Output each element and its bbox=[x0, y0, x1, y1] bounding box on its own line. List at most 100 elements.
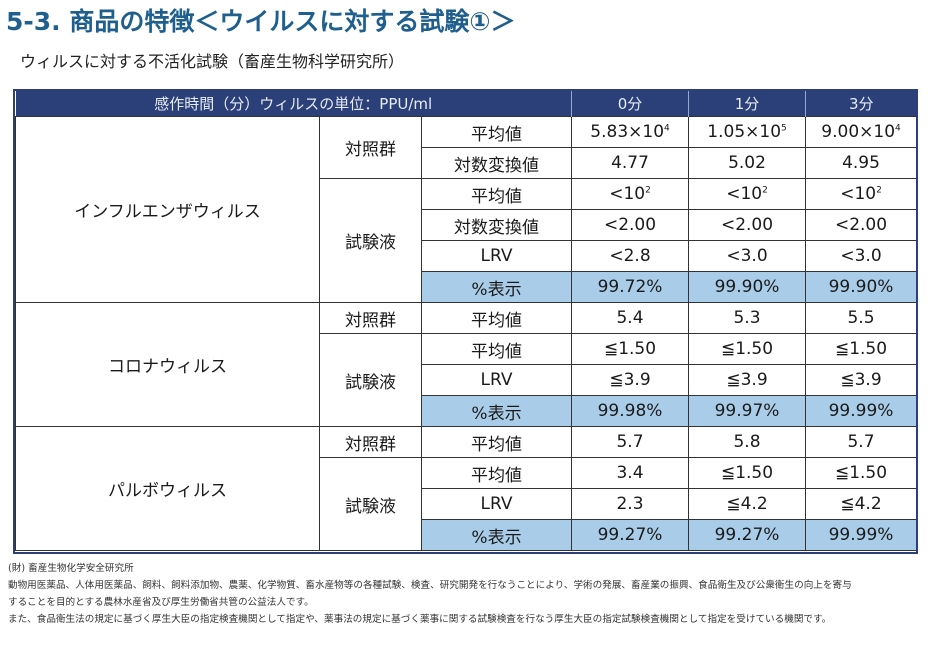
value-cell: <102 bbox=[571, 178, 690, 210]
header-time-0: 0分 bbox=[571, 91, 690, 117]
row-label: 対数変換値 bbox=[420, 209, 573, 241]
virus-name: コロナウィルス bbox=[15, 302, 320, 427]
table-row: %表示 99.27% 99.27% 99.99% bbox=[16, 519, 918, 551]
value-cell: 99.27% bbox=[571, 519, 690, 551]
value-text: 5.02 bbox=[728, 153, 766, 173]
header-time-1: 1分 bbox=[688, 91, 807, 117]
value-exponent: 2 bbox=[645, 185, 651, 196]
value-text: 99.90% bbox=[714, 277, 780, 297]
value-cell: ≦1.50 bbox=[688, 333, 807, 365]
value-text: 99.98% bbox=[597, 401, 663, 421]
value-text: ≦3.9 bbox=[840, 370, 882, 390]
value-text: ≦1.50 bbox=[720, 463, 774, 483]
row-label: LRV bbox=[420, 364, 573, 396]
value-text: 99.99% bbox=[828, 401, 894, 421]
row-label: 平均値 bbox=[420, 333, 573, 365]
value-text: ≦3.9 bbox=[726, 370, 768, 390]
row-label: 平均値 bbox=[420, 178, 573, 210]
table-row: LRV <2.8 <3.0 <3.0 bbox=[16, 240, 918, 272]
value-exponent: 2 bbox=[876, 185, 882, 196]
value-cell: 99.27% bbox=[688, 519, 807, 551]
value-cell: <3.0 bbox=[688, 240, 807, 272]
value-cell: ≦3.9 bbox=[805, 364, 918, 396]
table-row: LRV 2.3 ≦4.2 ≦4.2 bbox=[16, 488, 918, 520]
value-text: ≦1.50 bbox=[834, 463, 888, 483]
virus-name: インフルエンザウィルス bbox=[15, 116, 320, 303]
value-cell: ≦4.2 bbox=[805, 488, 918, 520]
group-name: 対照群 bbox=[319, 302, 422, 334]
table-row: LRV ≦3.9 ≦3.9 ≦3.9 bbox=[16, 364, 918, 396]
value-cell: <2.00 bbox=[688, 209, 807, 241]
value-cell: 5.5 bbox=[805, 302, 918, 334]
value-text: <2.8 bbox=[609, 246, 651, 266]
value-text: 5.7 bbox=[616, 432, 644, 452]
value-text: 99.90% bbox=[828, 277, 894, 297]
table-row: 試験液 平均値 ≦1.50 ≦1.50 ≦1.50 bbox=[16, 333, 918, 427]
row-label: %表示 bbox=[420, 519, 573, 551]
value-cell: 99.98% bbox=[571, 395, 690, 427]
value-text: ≦1.50 bbox=[603, 339, 657, 359]
value-exponent: 4 bbox=[664, 123, 670, 134]
value-text: 5.83×10 bbox=[590, 122, 665, 142]
value-cell: <2.00 bbox=[571, 209, 690, 241]
value-text: ≦1.50 bbox=[834, 339, 888, 359]
value-text: 2.3 bbox=[616, 494, 644, 514]
virus-test-table: 感作時間（分）ウィルスの単位：PPU/ml 0分 1分 3分 インフルエンザウィ… bbox=[15, 91, 918, 551]
group-name: 対照群 bbox=[319, 116, 422, 179]
table-row: 試験液 平均値 <102 <102 <102 bbox=[16, 178, 918, 303]
value-text: <2.00 bbox=[720, 215, 774, 235]
table-subtitle: ウィルスに対する不活化試験（畜産生物科学研究所） bbox=[20, 52, 405, 71]
virus-name: パルボウィルス bbox=[15, 426, 320, 551]
footer-line: (財) 畜産生物化学安全研究所 bbox=[8, 563, 134, 574]
table-row: 対数変換値 4.77 5.02 4.95 bbox=[16, 147, 918, 179]
value-cell: ≦1.50 bbox=[688, 457, 807, 489]
value-text: <2.00 bbox=[603, 215, 657, 235]
value-cell: 5.02 bbox=[688, 147, 807, 179]
row-label: %表示 bbox=[420, 271, 573, 303]
value-text: 5.8 bbox=[733, 432, 761, 452]
value-text: 99.27% bbox=[597, 525, 663, 545]
value-cell: 1.05×105 bbox=[688, 116, 807, 148]
table-row: 対数変換値 <2.00 <2.00 <2.00 bbox=[16, 209, 918, 241]
table-row: %表示 99.98% 99.97% 99.99% bbox=[16, 395, 918, 427]
row-label: LRV bbox=[420, 488, 573, 520]
value-cell: 99.97% bbox=[688, 395, 807, 427]
value-text: 99.97% bbox=[714, 401, 780, 421]
value-text: <10 bbox=[726, 184, 763, 204]
value-text: 99.72% bbox=[597, 277, 663, 297]
group-name: 試験液 bbox=[319, 457, 422, 551]
value-cell: 5.7 bbox=[571, 426, 690, 458]
value-text: 99.99% bbox=[828, 525, 894, 545]
value-cell: ≦1.50 bbox=[805, 457, 918, 489]
footer-note: (財) 畜産生物化学安全研究所 動物用医薬品、人体用医薬品、飼料、飼料添加物、農… bbox=[8, 560, 852, 628]
value-cell: 99.72% bbox=[571, 271, 690, 303]
value-text: <3.0 bbox=[840, 246, 882, 266]
value-exponent: 2 bbox=[762, 185, 768, 196]
value-text: 1.05×10 bbox=[707, 122, 782, 142]
value-text: 5.4 bbox=[616, 308, 644, 328]
value-text: <2.00 bbox=[834, 215, 888, 235]
value-text: 5.5 bbox=[847, 308, 875, 328]
value-exponent: 5 bbox=[781, 123, 787, 134]
value-cell: ≦3.9 bbox=[688, 364, 807, 396]
value-text: ≦4.2 bbox=[840, 494, 882, 514]
row-label: 平均値 bbox=[420, 116, 573, 148]
value-text: 9.00×10 bbox=[821, 122, 896, 142]
value-text: ≦3.9 bbox=[609, 370, 651, 390]
group-name: 試験液 bbox=[319, 178, 422, 303]
value-text: 3.4 bbox=[616, 463, 644, 483]
value-exponent: 4 bbox=[895, 123, 901, 134]
value-text: <10 bbox=[609, 184, 646, 204]
group-name: 試験液 bbox=[319, 333, 422, 427]
footer-line: 動物用医薬品、人体用医薬品、飼料、飼料添加物、農薬、化学物質、畜水産物等の各種試… bbox=[8, 580, 852, 591]
value-text: 5.3 bbox=[733, 308, 761, 328]
table-row: コロナウィルス 対照群 平均値 5.4 5.3 5.5 bbox=[15, 302, 918, 427]
row-label: 平均値 bbox=[420, 302, 573, 334]
table-header-row: 感作時間（分）ウィルスの単位：PPU/ml 0分 1分 3分 bbox=[15, 91, 917, 117]
value-cell: 2.3 bbox=[571, 488, 690, 520]
value-text: 5.7 bbox=[847, 432, 875, 452]
footer-line: また、食品衛生法の規定に基づく厚生大臣の指定検査機関として指定や、薬事法の規定に… bbox=[8, 614, 832, 625]
table-frame bbox=[13, 89, 918, 554]
row-label: 対数変換値 bbox=[420, 147, 573, 179]
row-label: %表示 bbox=[420, 395, 573, 427]
